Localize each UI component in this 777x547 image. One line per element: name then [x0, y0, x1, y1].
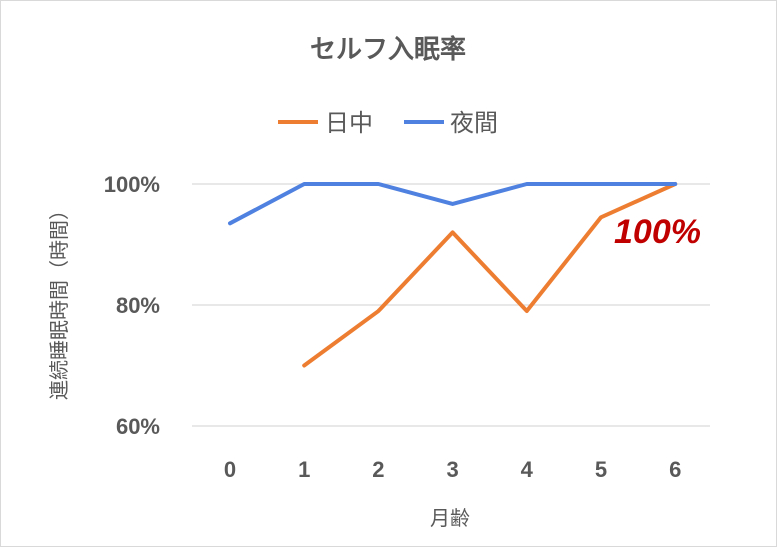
series-line-1 — [228, 182, 678, 226]
y-tick-label: 100% — [104, 172, 160, 197]
chart-legend: 日中 夜間 — [278, 109, 498, 137]
y-axis-title: 連続睡眠時間（時間） — [47, 200, 71, 400]
chart-title: セルフ入眠率 — [310, 34, 466, 65]
x-tick-label: 0 — [224, 457, 236, 482]
x-tick-label: 5 — [595, 457, 607, 482]
x-tick-label: 4 — [521, 457, 534, 482]
x-axis-title: 月齢 — [430, 506, 470, 530]
annotation-label: 100% — [614, 213, 701, 251]
legend-label-0: 日中 — [325, 109, 373, 137]
legend-label-1: 夜間 — [450, 109, 498, 137]
x-tick-label: 2 — [372, 457, 384, 482]
y-tick-label: 60% — [116, 414, 160, 439]
series-line-0 — [302, 182, 678, 368]
x-tick-label: 1 — [298, 457, 310, 482]
series-lines — [228, 182, 678, 368]
x-tick-label: 6 — [669, 457, 681, 482]
x-axis-ticks: 0 1 2 3 4 5 6 — [224, 457, 681, 482]
y-axis-ticks: 60% 80% 100% — [104, 172, 160, 439]
x-tick-label: 3 — [446, 457, 458, 482]
y-tick-label: 80% — [116, 293, 160, 318]
